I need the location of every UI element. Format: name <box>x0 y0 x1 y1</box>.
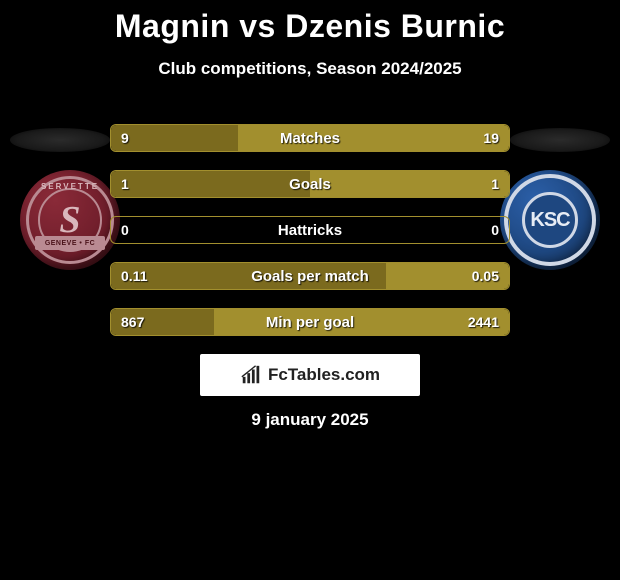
logo-shadow-left <box>10 128 110 152</box>
stat-label: Goals <box>111 176 509 193</box>
stats-bars: 919Matches 11Goals 00Hattricks 0.110.05Goal… <box>110 124 510 354</box>
stat-row: 11Goals <box>110 170 510 198</box>
stat-row: 00Hattricks <box>110 216 510 244</box>
stat-row: 0.110.05Goals per match <box>110 262 510 290</box>
stat-label: Min per goal <box>111 314 509 331</box>
stat-label: Hattricks <box>111 222 509 239</box>
date-text: 9 january 2025 <box>0 410 620 430</box>
subtitle: Club competitions, Season 2024/2025 <box>0 59 620 79</box>
stat-row: 919Matches <box>110 124 510 152</box>
site-badge[interactable]: FcTables.com <box>200 354 420 396</box>
site-name: FcTables.com <box>268 365 380 385</box>
stat-label: Goals per match <box>111 268 509 285</box>
logo-shadow-right <box>510 128 610 152</box>
club-left-ribbon: GENEVE • FC <box>35 236 105 250</box>
club-left-arc: SERVETTE <box>41 182 99 191</box>
club-logo-right: KSC <box>500 170 600 270</box>
chart-icon <box>240 364 262 386</box>
club-right-letters: KSC <box>530 209 569 232</box>
stat-label: Matches <box>111 130 509 147</box>
page-title: Magnin vs Dzenis Burnic <box>0 0 620 45</box>
stat-row: 8672441Min per goal <box>110 308 510 336</box>
club-logo-left: SERVETTE S GENEVE • FC <box>20 170 120 270</box>
